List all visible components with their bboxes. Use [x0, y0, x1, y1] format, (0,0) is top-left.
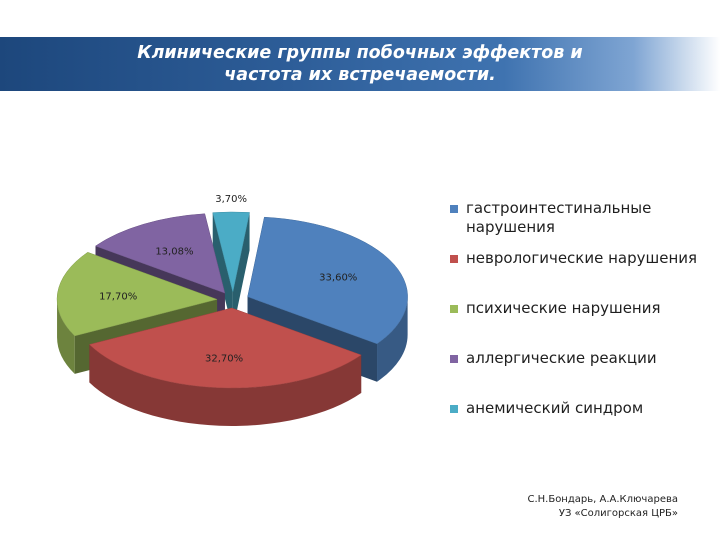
data-labels: 33,60% 32,70% 17,70% 13,08% 3,70% [99, 194, 357, 364]
slice-2-психические-нарушения [56, 252, 218, 337]
legend-label-2: психические нарушения [466, 299, 661, 317]
slice-4-анемический-синдром [212, 211, 250, 293]
legend-swatch-0 [450, 205, 458, 213]
slice-side-4-wall-0 [212, 212, 233, 331]
data-label-4: 3,70% [215, 194, 247, 205]
legend-swatch-4 [450, 405, 458, 413]
title-banner [0, 37, 720, 91]
legend-label-0: гастроинтестинальные нарушения [466, 199, 652, 236]
slide-title-line-1: Клинические группы побочных эффектов и [137, 43, 583, 63]
slice-0-гастроинтестинальные-нарушения [247, 216, 408, 345]
legend-label-3: аллергические реакции [466, 349, 657, 367]
slice-tops [56, 211, 408, 389]
slice-side-4-wall-1 [232, 212, 250, 331]
footer-authors: С.Н.Бондарь, А.А.Ключарева [527, 494, 678, 505]
legend-swatch-1 [450, 255, 458, 263]
slice-side-2-outer-0 [57, 299, 75, 374]
slice-side-0-outer-0 [377, 296, 408, 382]
legend-swatch-3 [450, 355, 458, 363]
slide-title-line-2: частота их встречаемости. [224, 65, 496, 85]
slice-3-аллергические-реакции [94, 213, 226, 294]
data-label-3: 13,08% [155, 246, 193, 257]
data-label-2: 17,70% [99, 292, 137, 303]
legend-swatch-2 [450, 305, 458, 313]
slide-title: Клинические группы побочных эффектов и ч… [60, 42, 660, 86]
footer-institution: УЗ «Солигорская ЦРБ» [558, 508, 678, 519]
slice-1-неврологические-нарушения [88, 307, 362, 389]
data-label-1: 32,70% [205, 353, 243, 364]
data-label-0: 33,60% [319, 273, 357, 284]
slice-side-1-outer-0 [89, 344, 362, 426]
slide-footer: С.Н.Бондарь, А.А.Ключарева УЗ «Солигорск… [527, 493, 678, 521]
legend-label-1: неврологические нарушения [466, 249, 698, 267]
legend-label-4: анемический синдром [466, 399, 644, 417]
